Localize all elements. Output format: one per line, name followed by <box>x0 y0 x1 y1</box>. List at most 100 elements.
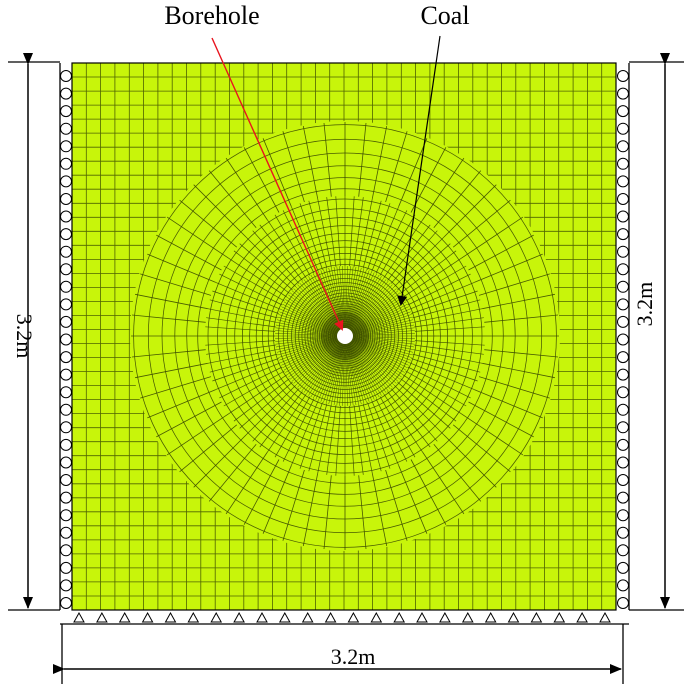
left-roller-support <box>60 175 72 188</box>
right-roller-support <box>617 579 629 592</box>
bottom-pin-support <box>553 611 566 623</box>
right-roller-support <box>617 193 629 205</box>
left-roller-support <box>60 157 72 170</box>
left-roller-support <box>60 438 72 451</box>
right-roller-supports <box>617 70 629 609</box>
right-roller-support <box>617 210 629 223</box>
right-roller-support <box>617 474 629 486</box>
right-roller-support <box>617 280 629 293</box>
bottom-pin-supports <box>73 611 611 623</box>
borehole-hole <box>337 328 353 344</box>
left-roller-support <box>60 140 72 153</box>
bottom-pin-support <box>439 611 451 623</box>
right-roller-support <box>617 157 629 170</box>
bottom-pin-support <box>576 611 588 623</box>
bottom-pin-support <box>599 611 611 623</box>
bottom-pin-support <box>507 611 520 623</box>
left-dimension-label: 3.2m <box>12 314 37 359</box>
borehole-arrow <box>211 37 344 331</box>
right-roller-support <box>617 228 629 241</box>
left-roller-support <box>60 210 72 223</box>
left-roller-support <box>60 280 72 293</box>
bottom-dimension: 3.2m <box>53 624 624 684</box>
bottom-pin-support <box>118 611 131 623</box>
bottom-pin-support <box>278 611 291 623</box>
bottom-pin-support <box>484 611 497 623</box>
bottom-pin-support <box>347 611 360 623</box>
right-roller-support <box>617 597 629 609</box>
left-roller-support <box>60 122 72 135</box>
left-roller-support <box>60 298 72 311</box>
left-roller-support <box>60 70 72 82</box>
left-roller-support <box>60 491 72 504</box>
right-roller-support <box>617 263 629 276</box>
bottom-pin-support <box>96 611 108 623</box>
coal-arrow <box>397 35 441 306</box>
bottom-pin-support <box>461 611 474 623</box>
bottom-pin-support <box>530 611 543 623</box>
borehole-label: Borehole <box>164 1 259 30</box>
right-roller-support <box>617 491 629 504</box>
right-roller-support <box>617 245 629 258</box>
right-roller-support <box>617 509 629 522</box>
left-roller-support <box>60 474 72 486</box>
left-roller-support <box>60 87 72 100</box>
left-roller-support <box>60 368 72 381</box>
left-roller-support <box>60 351 72 364</box>
bottom-pin-support <box>416 611 428 623</box>
right-roller-support <box>617 333 629 346</box>
right-roller-support <box>617 122 629 135</box>
bottom-pin-support <box>393 611 406 623</box>
left-roller-support <box>60 456 72 469</box>
right-roller-support <box>617 421 629 434</box>
right-roller-support <box>617 87 629 100</box>
bottom-pin-support <box>256 611 268 623</box>
left-roller-support <box>60 386 72 399</box>
left-roller-support <box>60 561 72 574</box>
right-roller-support <box>617 105 629 118</box>
right-roller-support <box>617 526 629 539</box>
left-roller-support <box>60 403 72 416</box>
right-roller-support <box>617 368 629 381</box>
right-roller-support <box>617 456 629 469</box>
right-roller-support <box>617 403 629 416</box>
right-roller-support <box>617 315 629 328</box>
right-dimension-label: 3.2m <box>632 282 657 327</box>
left-dimension: 3.2m <box>8 53 60 611</box>
right-dimension: 3.2m <box>629 53 684 611</box>
right-roller-support <box>617 386 629 399</box>
left-roller-support <box>60 105 72 118</box>
left-roller-support <box>60 421 72 434</box>
bottom-pin-support <box>233 611 245 623</box>
left-roller-supports <box>60 70 72 609</box>
bottom-pin-support <box>187 611 200 623</box>
left-roller-support <box>60 509 72 522</box>
bottom-pin-support <box>370 611 383 623</box>
left-roller-support <box>60 263 72 276</box>
right-roller-support <box>617 70 629 82</box>
left-roller-support <box>60 597 72 609</box>
bottom-pin-support <box>301 611 314 623</box>
right-roller-support <box>617 544 629 557</box>
left-roller-support <box>60 315 72 328</box>
left-roller-support <box>60 333 72 346</box>
bottom-pin-support <box>141 611 154 623</box>
coal-label: Coal <box>420 1 469 30</box>
bottom-pin-support <box>73 611 85 623</box>
right-roller-support <box>617 175 629 188</box>
left-roller-support <box>60 228 72 241</box>
left-roller-support <box>60 193 72 205</box>
left-roller-support <box>60 245 72 258</box>
bottom-pin-support <box>164 611 177 623</box>
left-roller-support <box>60 526 72 539</box>
right-roller-support <box>617 438 629 451</box>
left-roller-support <box>60 579 72 592</box>
bottom-dimension-label: 3.2m <box>331 644 376 669</box>
bottom-pin-support <box>210 611 223 623</box>
bottom-pin-support <box>324 611 337 623</box>
right-roller-support <box>617 298 629 311</box>
right-roller-support <box>617 351 629 364</box>
left-roller-support <box>60 544 72 557</box>
mesh-border <box>71 62 617 611</box>
